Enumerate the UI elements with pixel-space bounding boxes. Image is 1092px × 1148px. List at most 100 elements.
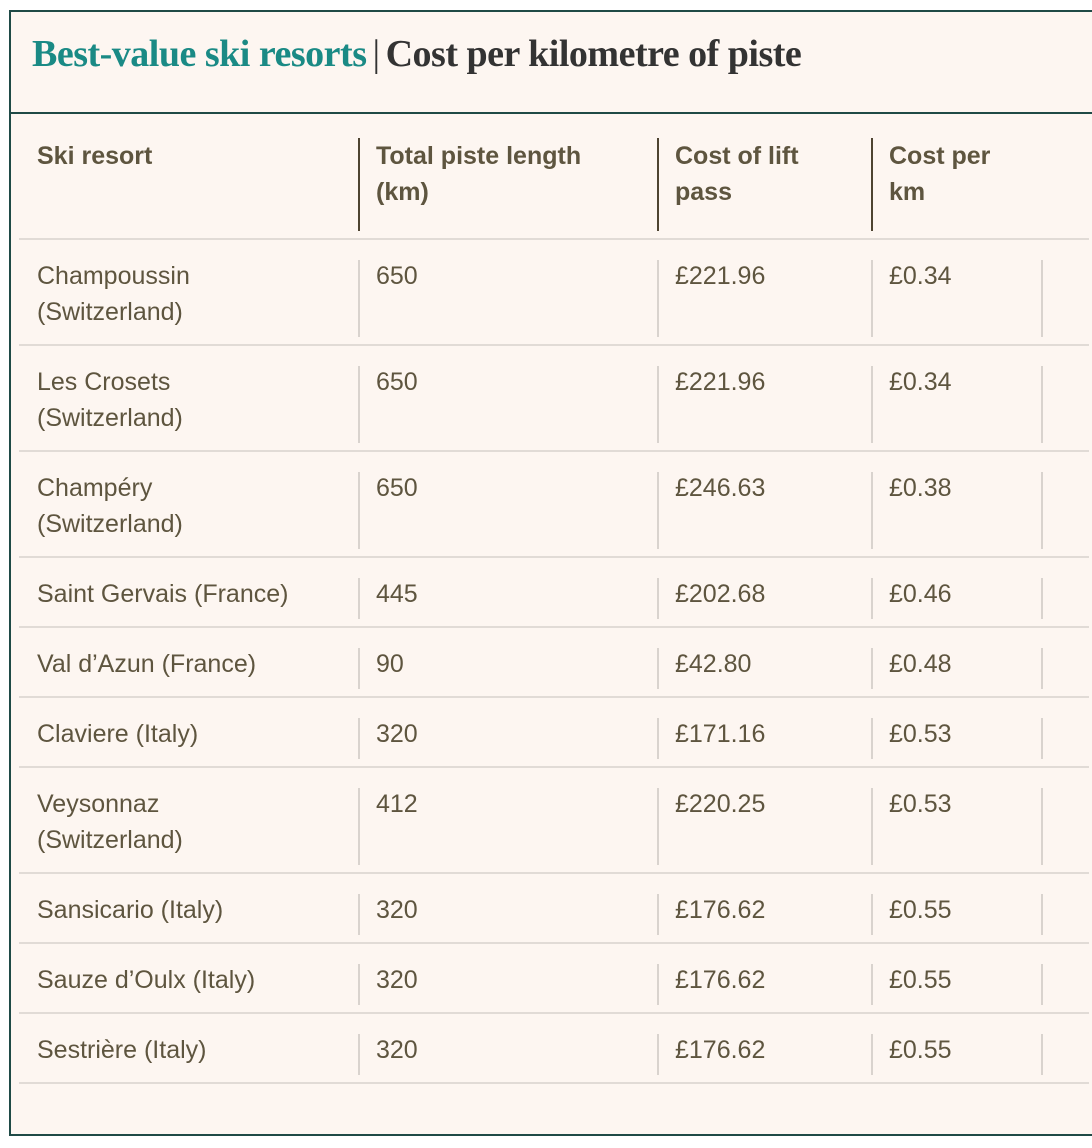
column-divider	[358, 718, 360, 759]
resort-name: Champéry	[37, 474, 153, 502]
column-divider	[358, 964, 360, 1005]
column-divider	[1041, 718, 1043, 759]
cell-cost-per-km: £0.55	[889, 1036, 952, 1064]
table-row: Veysonnaz (Switzerland) 412 £220.25 £0.53	[19, 768, 1089, 874]
table-row: Les Crosets (Switzerland) 650 £221.96 £0.34	[19, 346, 1089, 452]
cell-total-piste-length: 445	[376, 580, 418, 608]
cell-ski-resort: Claviere (Italy)	[37, 716, 337, 752]
cell-cost-per-km: £0.48	[889, 650, 952, 678]
cell-cost-of-lift-pass: £220.25	[675, 790, 766, 818]
header-length-line1: Total piste length	[376, 142, 582, 170]
column-divider	[358, 472, 360, 549]
cell-cost-per-km: £0.34	[889, 368, 952, 396]
column-divider	[871, 788, 873, 865]
table-row: Sansicario (Italy) 320 £176.62 £0.55	[19, 874, 1089, 944]
header-length-line2: (km)	[376, 178, 429, 206]
table-row: Saint Gervais (France) 445 £202.68 £0.46	[19, 558, 1089, 628]
column-divider	[1041, 964, 1043, 1005]
column-divider	[358, 260, 360, 337]
resort-name: Claviere (Italy)	[37, 720, 199, 748]
header-cost-line1: Cost of lift	[675, 142, 799, 170]
resort-name: Saint Gervais (France)	[37, 580, 289, 608]
cell-ski-resort: Champéry (Switzerland)	[37, 470, 337, 542]
cell-total-piste-length: 650	[376, 474, 418, 502]
column-divider	[1041, 894, 1043, 935]
header-perkm-line1: Cost per	[889, 142, 991, 170]
cell-cost-per-km: £0.55	[889, 896, 952, 924]
cell-cost-of-lift-pass: £42.80	[675, 650, 752, 678]
header-cost-of-lift-pass: Cost of lift pass	[675, 138, 865, 210]
cell-total-piste-length: 320	[376, 966, 418, 994]
column-divider	[1041, 788, 1043, 865]
column-divider	[871, 964, 873, 1005]
cell-cost-per-km: £0.46	[889, 580, 952, 608]
page-title: Best-value ski resorts | Cost per kilometr…	[32, 32, 802, 76]
table-row: Sestrière (Italy) 320 £176.62 £0.55	[19, 1014, 1089, 1084]
header-perkm-line2: km	[889, 178, 926, 206]
column-divider	[657, 788, 659, 865]
column-divider	[358, 648, 360, 689]
column-divider	[1041, 648, 1043, 689]
column-divider	[1041, 260, 1043, 337]
cell-ski-resort: Sansicario (Italy)	[37, 892, 337, 928]
column-divider	[657, 718, 659, 759]
cell-cost-of-lift-pass: £202.68	[675, 580, 766, 608]
column-divider	[657, 648, 659, 689]
column-divider	[1041, 472, 1043, 549]
column-divider	[871, 366, 873, 443]
column-divider	[657, 578, 659, 619]
column-divider	[657, 894, 659, 935]
column-divider	[871, 1034, 873, 1075]
table-row: Claviere (Italy) 320 £171.16 £0.53	[19, 698, 1089, 768]
resort-name: Sauze d’Oulx (Italy)	[37, 966, 256, 994]
cell-total-piste-length: 320	[376, 1036, 418, 1064]
resort-country: (Switzerland)	[37, 404, 183, 432]
cell-cost-of-lift-pass: £176.62	[675, 896, 766, 924]
column-divider	[871, 472, 873, 549]
cell-ski-resort: Saint Gervais (France)	[37, 576, 337, 612]
column-divider	[871, 578, 873, 619]
cell-ski-resort: Champoussin (Switzerland)	[37, 258, 337, 330]
header-divider	[871, 138, 873, 231]
cell-total-piste-length: 90	[376, 650, 404, 678]
header-cost-line2: pass	[675, 178, 732, 206]
cell-cost-per-km: £0.53	[889, 720, 952, 748]
resort-name: Veysonnaz	[37, 790, 160, 818]
column-divider	[1041, 1034, 1043, 1075]
cell-total-piste-length: 650	[376, 262, 418, 290]
column-divider	[657, 964, 659, 1005]
table-header-row: Ski resort Total piste length (km) Cost …	[19, 138, 1089, 240]
cell-cost-of-lift-pass: £171.16	[675, 720, 766, 748]
column-divider	[871, 894, 873, 935]
header-cost-per-km: Cost per km	[889, 138, 1039, 210]
column-divider	[871, 648, 873, 689]
cell-cost-per-km: £0.55	[889, 966, 952, 994]
cell-ski-resort: Sauze d’Oulx (Italy)	[37, 962, 337, 998]
column-divider	[358, 578, 360, 619]
header-total-piste-length: Total piste length (km)	[376, 138, 636, 210]
column-divider	[358, 894, 360, 935]
column-divider	[657, 472, 659, 549]
resort-country: (Switzerland)	[37, 298, 183, 326]
table-row: Champéry (Switzerland) 650 £246.63 £0.38	[19, 452, 1089, 558]
column-divider	[358, 788, 360, 865]
cell-ski-resort: Veysonnaz (Switzerland)	[37, 786, 337, 858]
column-divider	[1041, 578, 1043, 619]
table-card: Best-value ski resorts | Cost per kilometr…	[9, 10, 1092, 1136]
resort-name: Sestrière (Italy)	[37, 1036, 207, 1064]
table-body: Champoussin (Switzerland) 650 £221.96 £0.34 L…	[19, 240, 1089, 1084]
cell-total-piste-length: 320	[376, 720, 418, 748]
cell-cost-of-lift-pass: £246.63	[675, 474, 766, 502]
resort-country: (Switzerland)	[37, 826, 183, 854]
resort-country: (Switzerland)	[37, 510, 183, 538]
header-divider	[657, 138, 659, 231]
cell-ski-resort: Les Crosets (Switzerland)	[37, 364, 337, 436]
resort-table: Ski resort Total piste length (km) Cost …	[19, 138, 1089, 1084]
cell-total-piste-length: 650	[376, 368, 418, 396]
header-ski-resort-label: Ski resort	[37, 142, 153, 170]
column-divider	[657, 260, 659, 337]
resort-name: Sansicario (Italy)	[37, 896, 224, 924]
table-row: Champoussin (Switzerland) 650 £221.96 £0.34	[19, 240, 1089, 346]
title-rest: Cost per kilometre of piste	[385, 33, 802, 75]
header-ski-resort: Ski resort	[37, 138, 337, 174]
